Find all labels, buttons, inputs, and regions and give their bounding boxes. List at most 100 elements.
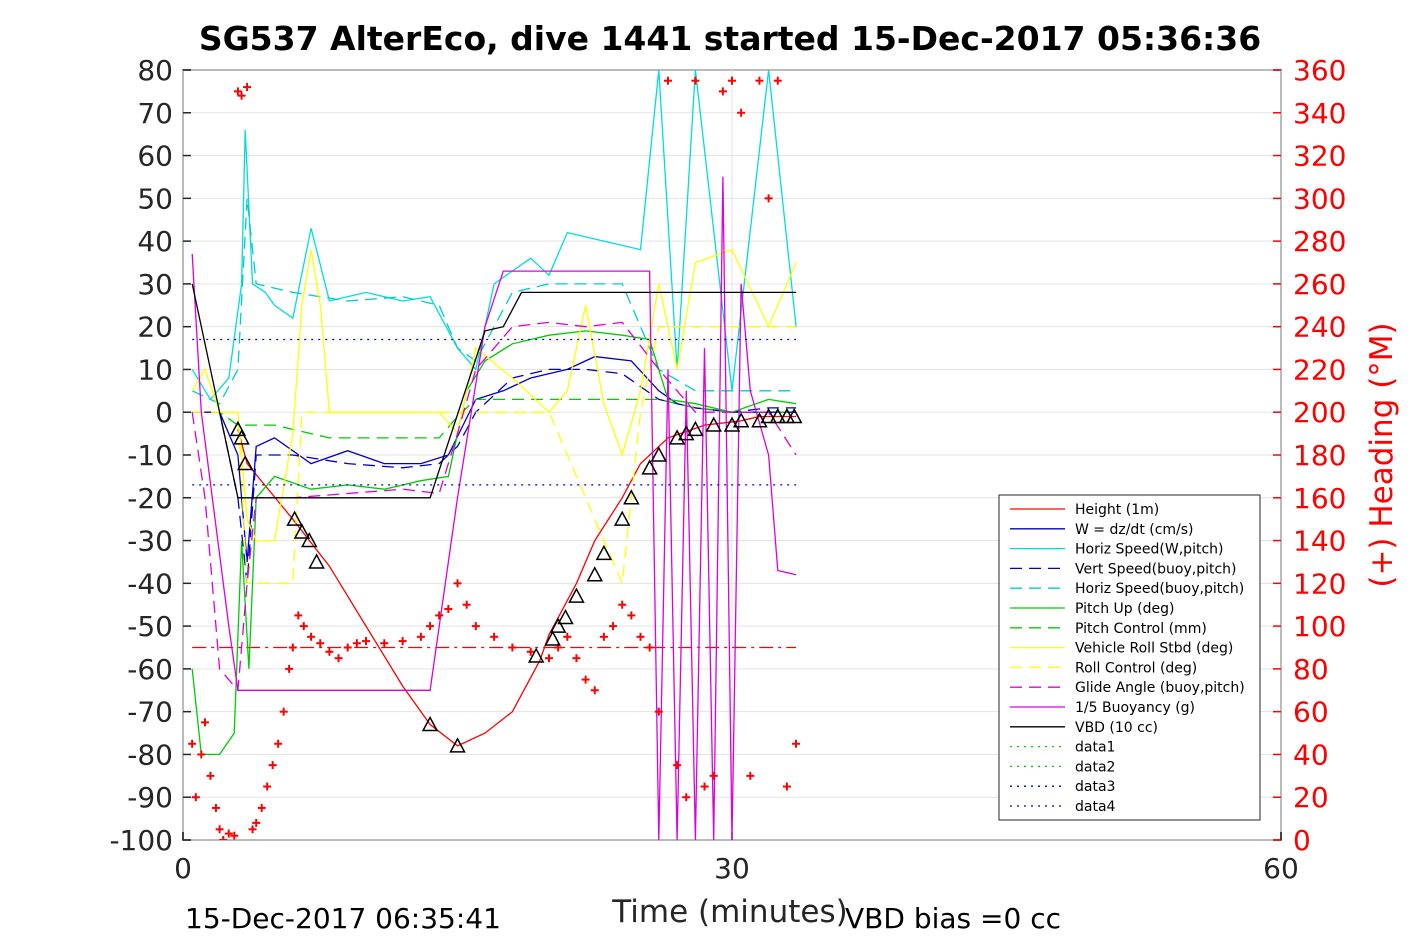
heading-point [782, 782, 791, 791]
left-tick-label: -70 [127, 696, 173, 729]
legend-label: data4 [1075, 799, 1116, 815]
heading-point [230, 831, 239, 840]
heading-point [294, 611, 303, 620]
legend-label: data3 [1075, 779, 1115, 795]
heading-point [243, 83, 252, 92]
dive-marker [557, 608, 574, 625]
right-tick-label: 300 [1293, 182, 1346, 215]
legend-label: 1/5 Buoyancy (g) [1075, 700, 1195, 716]
right-tick-label: 160 [1293, 482, 1346, 515]
y-axis-label-right: (+) Heading (°M) [1364, 322, 1400, 587]
footer-timestamp: 15-Dec-2017 06:35:41 [185, 902, 501, 935]
left-tick-label: -30 [127, 525, 173, 558]
right-tick-label: 20 [1293, 781, 1329, 814]
heading-point [416, 632, 425, 641]
heading-point [268, 761, 277, 770]
plot-series-layer [188, 70, 803, 840]
right-tick-label: 360 [1293, 54, 1346, 87]
heading-point [471, 622, 480, 631]
heading-point [627, 611, 636, 620]
heading-point [453, 579, 462, 588]
heading-point [263, 782, 272, 791]
heading-point [426, 622, 435, 631]
dive-marker [549, 617, 567, 633]
dive-marker [732, 412, 750, 428]
dive-marker [687, 420, 704, 437]
left-tick-label: -50 [127, 610, 173, 643]
heading-point [362, 637, 370, 646]
right-tick-label: 40 [1293, 738, 1329, 771]
heading-point [700, 782, 709, 791]
legend-label: Vert Speed(buoy,pitch) [1075, 561, 1237, 577]
legend-label: Horiz Speed(buoy,pitch) [1075, 581, 1244, 597]
heading-point [248, 825, 257, 834]
dive-marker [650, 446, 668, 462]
dive-marker [623, 489, 640, 505]
x-tick-label: 0 [174, 852, 192, 885]
right-tick-label: 100 [1293, 610, 1346, 643]
heading-point [590, 686, 599, 695]
dive-marker [293, 523, 311, 539]
heading-point [285, 664, 294, 673]
dive-marker [449, 737, 466, 753]
left-tick-label: 80 [137, 54, 173, 87]
series-line-1-5-buoyancy-g [191, 176, 797, 840]
left-tick-label: 0 [155, 396, 173, 429]
dive-marker [286, 510, 303, 526]
heading-point [746, 771, 755, 780]
heading-point [380, 639, 389, 648]
left-tick-label: -80 [127, 738, 173, 771]
legend-label: Height (1m) [1075, 502, 1159, 518]
x-axis-label: Time (minutes) [611, 894, 847, 930]
series-line-vbd-10-cc [191, 283, 797, 499]
left-tick-label: -10 [127, 439, 173, 472]
dive-marker [301, 531, 318, 548]
series-line-roll-control-deg [192, 326, 797, 586]
heading-point [545, 654, 553, 663]
x-tick-label: 30 [714, 852, 750, 885]
heading-point [334, 654, 343, 663]
heading-point [581, 675, 590, 684]
heading-point [279, 707, 288, 716]
dive-marker [785, 407, 803, 424]
left-tick-label: 40 [137, 225, 173, 258]
heading-point [257, 803, 266, 812]
right-tick-label: 180 [1293, 439, 1346, 472]
legend-label: Glide Angle (buoy,pitch) [1075, 680, 1245, 696]
dive-marker [595, 544, 613, 561]
right-tick-label: 220 [1293, 353, 1346, 386]
heading-point [737, 108, 746, 117]
series-line-horiz-speed-w-pitch [191, 70, 797, 401]
heading-point [490, 632, 499, 641]
dive-marker [527, 647, 545, 663]
right-tick-label: 120 [1293, 567, 1346, 600]
heading-point [398, 637, 407, 646]
chart-legend: Height (1m) W = dz/dt (cm/s) Horiz Speed(W… [998, 494, 1261, 821]
heading-point [252, 818, 261, 827]
heading-point [636, 632, 645, 641]
heading-point [237, 91, 246, 100]
legend-label: W = dz/dt (cm/s) [1075, 522, 1194, 538]
dive-marker [568, 587, 585, 603]
series-line-vehicle-roll-stbd-deg [191, 248, 797, 542]
heading-point [211, 803, 220, 812]
legend-label: data2 [1075, 759, 1115, 775]
dive-marker [421, 715, 439, 732]
left-tick-label: -20 [127, 482, 173, 515]
footer-vbd-bias: VBD bias =0 cc [845, 902, 1061, 935]
heading-point [526, 647, 535, 656]
left-tick-label: 60 [137, 140, 173, 173]
dive-marker [544, 630, 561, 646]
left-tick-label: 20 [137, 311, 173, 344]
heading-point [224, 829, 233, 838]
left-tick-label: -100 [109, 824, 173, 857]
right-tick-label: 240 [1293, 311, 1346, 344]
heading-point [206, 771, 215, 780]
right-tick-label: 80 [1293, 653, 1329, 686]
heading-point [673, 761, 682, 770]
left-tick-label: 30 [137, 268, 173, 301]
series-line-pitch-control-mm [192, 398, 797, 439]
heading-point [599, 632, 608, 641]
dive-marker [236, 454, 254, 471]
